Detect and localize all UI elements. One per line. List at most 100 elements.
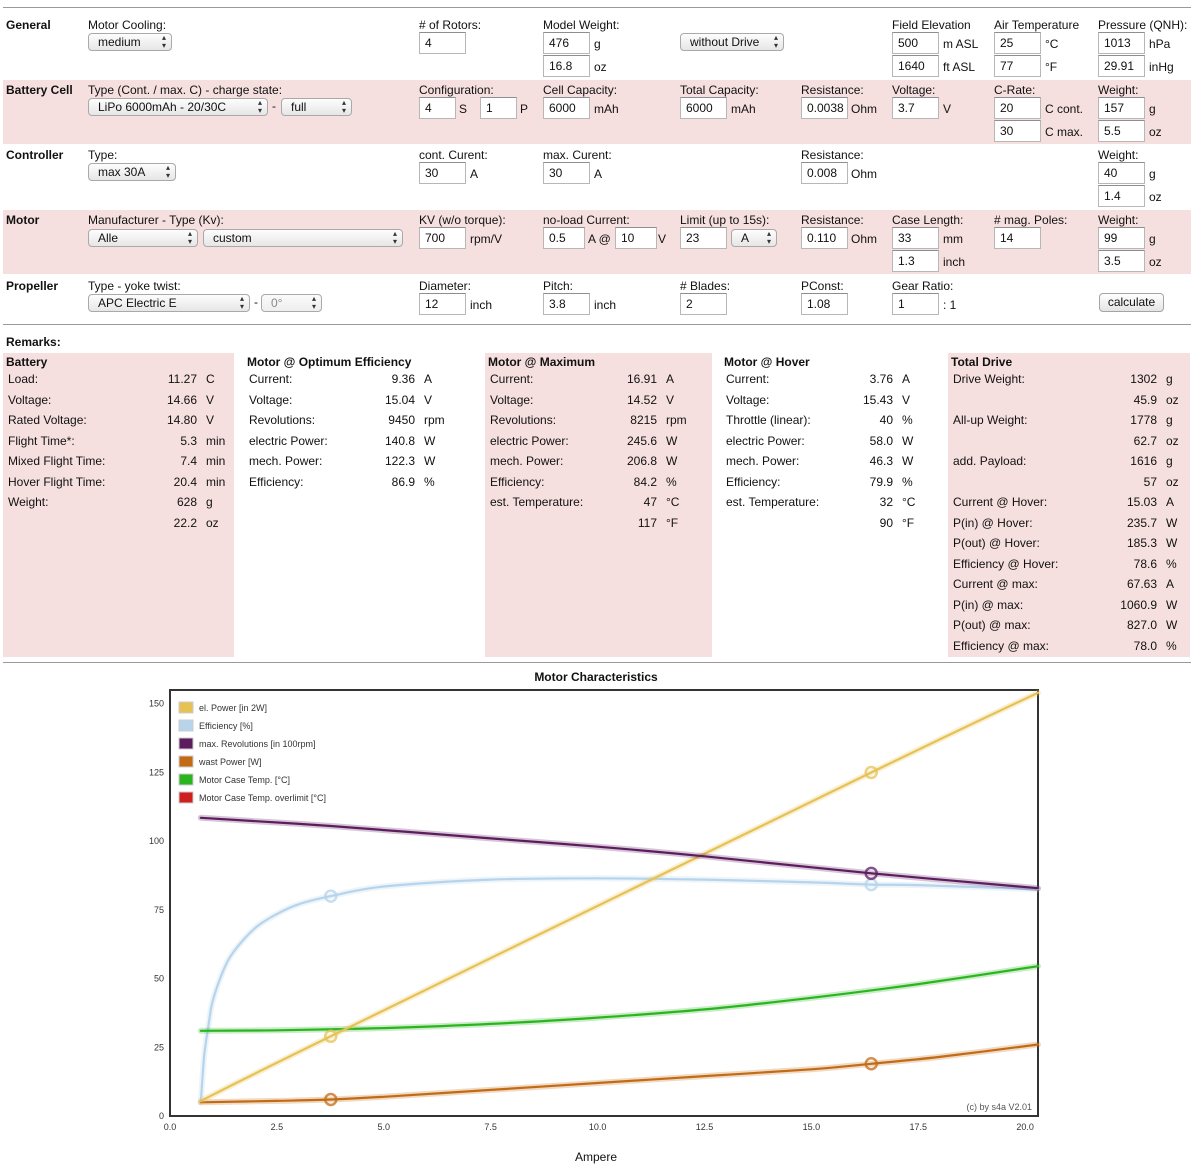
battery-type-select[interactable]: LiPo 6000mAh - 20/30C ▴ ▾ [88, 98, 268, 116]
case-length-mm-input[interactable]: 33 [892, 227, 939, 249]
propeller-type-label: Type - yoke twist: [88, 279, 181, 293]
result-value: 46.3 [869, 454, 893, 468]
motor-type-select[interactable]: custom ▴ ▾ [203, 229, 403, 247]
case-length-inch-input[interactable]: 1.3 [892, 250, 939, 272]
controller-weight-label: Weight: [1098, 148, 1139, 162]
result-row: P(out) @ max: 827.0 W [948, 618, 1190, 638]
result-unit: V [902, 392, 911, 407]
result-label: Flight Time*: [8, 433, 75, 448]
pitch-input[interactable]: 3.8 [543, 293, 590, 315]
result-value: 1778 [1130, 413, 1157, 427]
result-row: Voltage: 15.43 V [721, 393, 941, 413]
gear-ratio-input[interactable]: 1 [892, 293, 939, 315]
optimum-results-title: Motor @ Optimum Efficiency [247, 355, 412, 369]
result-value: 16.91 [626, 372, 657, 386]
result-unit: W [424, 433, 436, 448]
model-weight-g-input[interactable]: 476 [543, 32, 590, 54]
model-weight-label: Model Weight: [543, 18, 620, 32]
limit-unit-select[interactable]: A ▴ ▾ [731, 229, 777, 247]
motor-weight-g-input[interactable]: 99 [1098, 227, 1145, 249]
noload-voltage-input[interactable]: 10 [615, 227, 657, 249]
crate-cont-input[interactable]: 20 [994, 97, 1041, 119]
select-arrows-icon: ▴ ▾ [773, 33, 778, 50]
limit-input[interactable]: 23 [680, 227, 727, 249]
air-temp-c-input[interactable]: 25 [994, 32, 1041, 54]
manufacturer-select[interactable]: Alle ▴ ▾ [88, 229, 198, 247]
controller-resistance-input[interactable]: 0.008 [801, 162, 848, 184]
config-p-input[interactable]: 1 [480, 97, 517, 119]
maximum-results-title: Motor @ Maximum [488, 355, 596, 369]
pressure-inhg-input[interactable]: 29.91 [1098, 55, 1145, 77]
yoke-twist-select[interactable]: 0° ▴ ▾ [261, 294, 322, 312]
propeller-type-select[interactable]: APC Electric E ▴ ▾ [88, 294, 250, 312]
battery-weight-label: Weight: [1098, 83, 1139, 97]
battery-resistance-input[interactable]: 0.0038 [801, 97, 848, 119]
rotors-input[interactable]: 4 [419, 32, 466, 54]
battery-weight-g-unit: g [1149, 102, 1156, 116]
kv-input[interactable]: 700 [419, 227, 466, 249]
series-line-0 [199, 691, 1040, 1102]
drive-option-select[interactable]: without Drive ▴ ▾ [680, 33, 784, 51]
battery-weight-oz-unit: oz [1149, 125, 1162, 139]
pressure-label: Pressure (QNH): [1098, 18, 1188, 32]
result-value: 47 [643, 495, 657, 509]
result-unit: A [902, 372, 911, 386]
result-row: Revolutions: 9450 rpm [244, 413, 475, 433]
field-elevation-ft-input[interactable]: 1640 [892, 55, 939, 77]
controller-type-select[interactable]: max 30A ▴ ▾ [88, 163, 176, 181]
result-value: 9450 [388, 413, 415, 427]
result-value: 5.3 [180, 433, 197, 448]
model-weight-oz-input[interactable]: 16.8 [543, 55, 590, 77]
legend-swatch [178, 737, 194, 750]
motor-cooling-select[interactable]: medium ▴ ▾ [88, 33, 172, 51]
result-value: 22.2 [173, 515, 197, 530]
y-tick-label: 150 [149, 699, 164, 709]
calculate-button[interactable]: calculate [1099, 293, 1164, 312]
result-row: Current @ max: 67.63 A [948, 577, 1190, 597]
result-label: Current: [490, 372, 534, 386]
cell-capacity-input[interactable]: 6000 [543, 97, 590, 119]
air-temp-f-input[interactable]: 77 [994, 55, 1041, 77]
motor-resistance-input[interactable]: 0.110 [801, 227, 848, 249]
battery-voltage-input[interactable]: 3.7 [892, 97, 939, 119]
motor-resistance-label: Resistance: [801, 213, 864, 227]
field-elevation-ft-unit: ft ASL [943, 60, 976, 74]
crate-max-input[interactable]: 30 [994, 120, 1041, 142]
field-elevation-m-input[interactable]: 500 [892, 32, 939, 54]
result-value: 235.7 [1126, 515, 1157, 530]
select-arrows-icon: ▴ ▾ [187, 229, 192, 246]
battery-weight-oz-input[interactable]: 5.5 [1098, 120, 1145, 142]
mag-poles-input[interactable]: 14 [994, 227, 1041, 249]
controller-weight-g-input[interactable]: 40 [1098, 162, 1145, 184]
controller-weight-oz-input[interactable]: 1.4 [1098, 185, 1145, 207]
legend-swatch [178, 791, 194, 804]
result-label: Current: [249, 372, 293, 386]
pressure-hpa-input[interactable]: 1013 [1098, 32, 1145, 54]
result-unit: oz [206, 515, 219, 530]
noload-current-input[interactable]: 0.5 [543, 227, 585, 249]
diameter-label: Diameter: [419, 279, 472, 293]
optimum-results: Motor @ Optimum Efficiency Current: 9.36 A… [244, 353, 475, 657]
diameter-input[interactable]: 12 [419, 293, 466, 315]
result-unit: °F [902, 515, 915, 530]
x-axis-label: Ampere [575, 1150, 617, 1164]
air-temp-c-unit: °C [1045, 37, 1059, 51]
max-current-input[interactable]: 30 [543, 162, 590, 184]
battery-weight-g-input[interactable]: 157 [1098, 97, 1145, 119]
charge-state-select[interactable]: full ▴ ▾ [281, 98, 352, 116]
motor-weight-oz-input[interactable]: 3.5 [1098, 250, 1145, 272]
result-value: 78.0 [1133, 638, 1157, 653]
select-arrows-icon: ▴ ▾ [239, 294, 244, 311]
crate-label: C-Rate: [994, 83, 1036, 97]
blades-input[interactable]: 2 [680, 293, 727, 315]
pconst-input[interactable]: 1.08 [801, 293, 848, 315]
total-capacity-input[interactable]: 6000 [680, 97, 727, 119]
x-tick-label: 0.0 [164, 1122, 177, 1132]
result-row: P(out) @ Hover: 185.3 W [948, 536, 1190, 556]
cont-current-input[interactable]: 30 [419, 162, 466, 184]
result-row: mech. Power: 46.3 W [721, 454, 941, 474]
config-s-input[interactable]: 4 [419, 97, 456, 119]
result-label: mech. Power: [726, 454, 800, 468]
manufacturer-label: Manufacturer - Type (Kv): [88, 213, 224, 227]
result-row: 45.9 oz [948, 393, 1190, 413]
